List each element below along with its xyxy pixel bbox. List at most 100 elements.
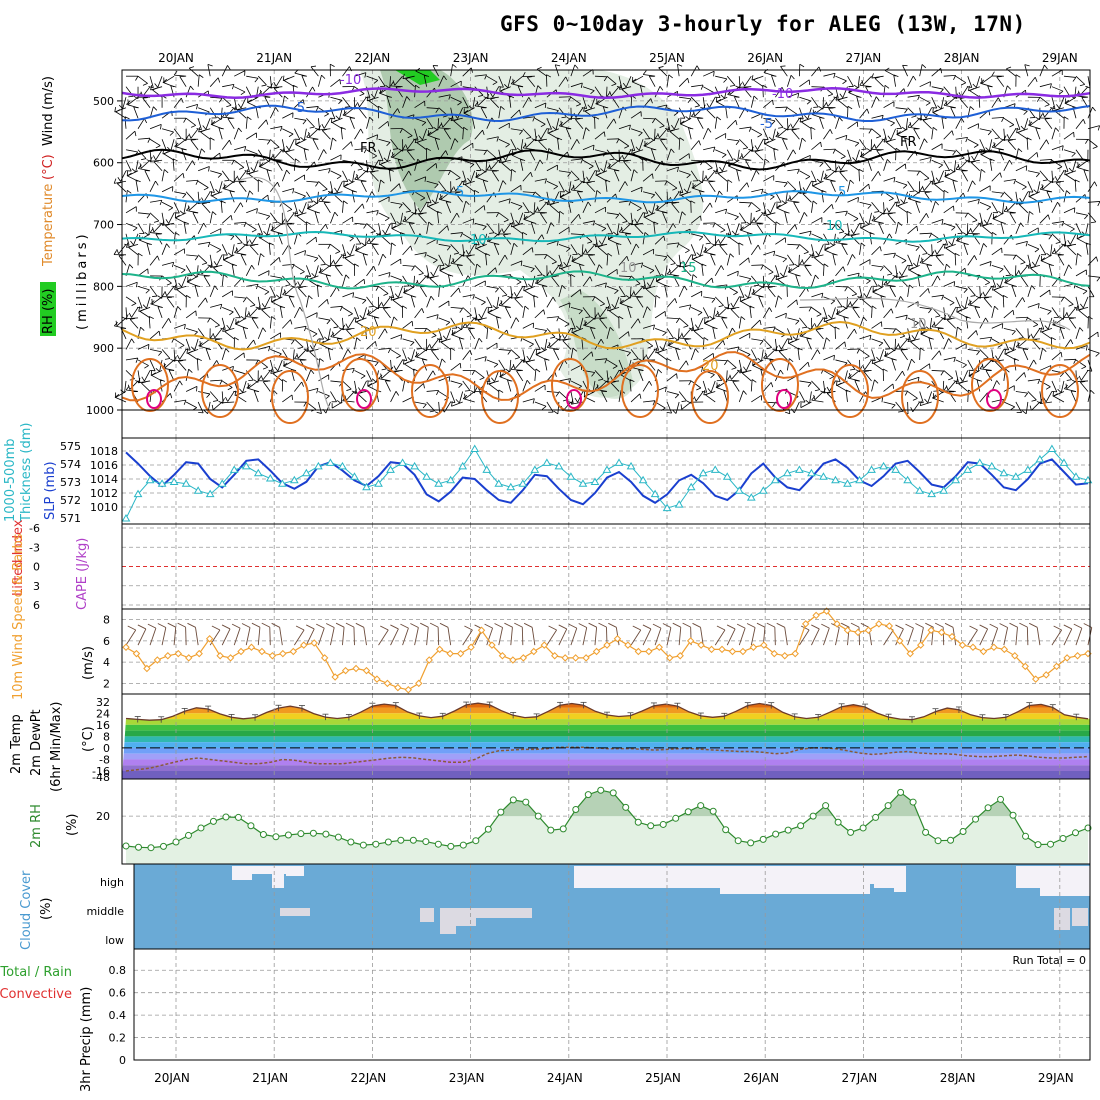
wind-barb [188,201,199,211]
wind-barb [459,337,464,350]
wind-barb-flag [229,311,234,316]
wind-barb [660,139,668,150]
wind-barb-flag [579,263,585,266]
wind-barb-flag [138,253,143,257]
wind-barb-flag [956,236,961,241]
wind-barb-flag [679,190,682,196]
wind-barb [366,341,376,350]
wind-barb-flag [666,358,672,362]
wind-barb-flag [557,137,563,141]
wind-barb-flag [687,98,692,104]
wind-barb [149,124,162,130]
wind-barb [508,95,512,108]
wind-barb [327,348,331,360]
wind-barb-flag [261,84,267,87]
wind-barb [755,212,764,223]
wind-barb-flag [631,148,634,154]
wind-barb-flag [260,253,265,258]
wind-barb-flag [466,255,472,257]
wind-barb-flag [721,154,727,158]
wind-barb [666,74,670,87]
wind-barb-flag [973,144,979,148]
wind-barb [871,349,876,361]
wind-barb [850,235,860,245]
wind-barb-flag [356,319,361,323]
wind-barb-flag [983,357,989,360]
wind-barb [137,285,150,291]
wind-barb [1027,76,1036,87]
wind-barb [149,199,162,203]
wind-barb [542,285,548,298]
wind-barb [634,224,644,235]
wind-barb-flag [478,337,483,343]
wind-barb [402,320,413,329]
wind-barb-flag [955,306,961,309]
wind-barb [588,170,596,182]
wind-barb [266,169,271,182]
wind-barb-flag [438,123,442,129]
wind-barb [510,139,517,151]
wind-barb-flag [903,184,908,189]
wind-barb-flag [757,244,761,250]
wind-barb-flag [911,335,916,340]
wind-barb-flag [1016,127,1018,133]
wind-barb [510,128,523,131]
wind-barb-flag [985,282,990,286]
wind-barb [678,153,690,161]
wind-barb [498,349,511,351]
wind-barb-flag [1003,207,1008,212]
wind-barb-flag [807,382,812,387]
wind-barb-flag [643,212,646,218]
wind-barb [654,117,665,127]
wind-barb [570,364,582,371]
wind-barb [211,117,223,125]
wind-barb-flag [651,118,656,124]
wind-barb [185,160,193,171]
wind-barb-flag [282,379,288,383]
wind-barb [574,180,584,190]
wind-barb [955,343,967,350]
wind-barb-flag [932,109,938,113]
wind-barb [1002,295,1005,308]
wind-barb [493,243,500,255]
wind-barb [828,108,836,119]
wind-barb [507,76,512,88]
wind-barb [943,264,947,276]
wind-barb-flag [743,86,749,89]
wind-barb-flag [561,116,567,119]
wind-barb-flag [260,375,264,381]
wind-barb-flag [1061,145,1064,151]
wind-barb [426,163,437,172]
wind-barb [618,212,628,222]
wind-barb [931,143,943,151]
wind-barb [742,149,752,159]
wind-barb-flag [567,172,572,177]
wind-barb-flag [548,148,553,152]
wind-barb [318,299,328,308]
wind-barb-flag [1007,85,1012,90]
wind-barb-flag [1031,399,1037,402]
wind-barb [852,307,860,319]
wind-barb-flag [566,116,572,121]
wind-barb [811,244,815,257]
wind-barb-flag [696,387,702,391]
wind-barb-flag [814,323,817,328]
wind-barb-flag [875,96,880,101]
wind-barb-flag [220,327,226,330]
wind-barb [588,255,596,266]
wind-barb [273,149,283,159]
wind-barb-flag [667,126,670,132]
wind-barb-flag [553,410,559,415]
wind-barb [991,191,1004,194]
wind-barb [943,296,955,304]
wind-barb-flag [250,304,256,307]
wind-barb [871,96,877,108]
wind-barb [609,159,620,169]
wind-barb [715,75,728,80]
wind-barb [570,82,583,88]
wind-barb-flag [648,380,653,386]
wind-barb [462,142,473,151]
wind-barb-flag [722,340,726,346]
wind-barb [210,96,223,99]
wind-barb-flag [232,263,237,267]
